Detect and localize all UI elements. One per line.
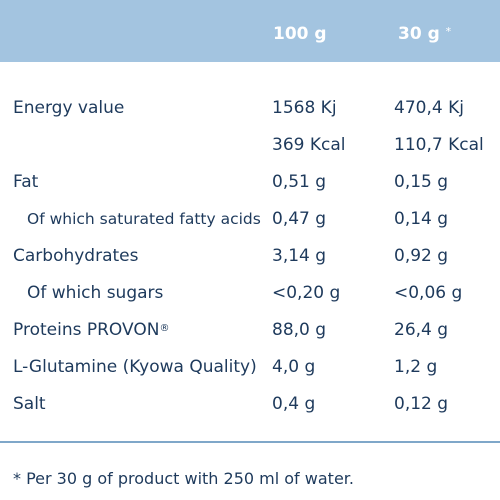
value-30g: <0,06 g — [394, 283, 463, 303]
value-30g: 110,7 Kcal — [394, 135, 484, 155]
value-100g: 3,14 g — [272, 246, 327, 266]
row-label: Salt — [13, 394, 46, 414]
table-row: Proteins PROVON® 88,0 g 26,4 g — [0, 318, 500, 342]
value-30g: 0,14 g — [394, 209, 449, 229]
value-100g: 0,47 g — [272, 209, 327, 229]
table-row: Carbohydrates 3,14 g 0,92 g — [0, 244, 500, 268]
value-30g: 1,2 g — [394, 357, 438, 377]
value-100g: 0,4 g — [272, 394, 316, 414]
value-30g: 0,15 g — [394, 172, 449, 192]
row-label: Fat — [13, 172, 39, 192]
value-30g: 0,12 g — [394, 394, 449, 414]
row-label: L-Glutamine (Kyowa Quality) — [13, 357, 257, 377]
column-header-30g: 30 g * — [398, 24, 452, 44]
table-row: Of which sugars <0,20 g <0,06 g — [0, 281, 500, 305]
value-100g: <0,20 g — [272, 283, 341, 303]
value-100g: 369 Kcal — [272, 135, 346, 155]
table-row: Fat 0,51 g 0,15 g — [0, 170, 500, 194]
table-row: Energy value 1568 Kj 470,4 Kj — [0, 96, 500, 120]
table-row: Of which saturated fatty acids 0,47 g 0,… — [0, 207, 500, 231]
table-row: L-Glutamine (Kyowa Quality) 4,0 g 1,2 g — [0, 355, 500, 379]
value-100g: 4,0 g — [272, 357, 316, 377]
column-header-100g: 100 g — [273, 24, 327, 44]
value-100g: 88,0 g — [272, 320, 327, 340]
table-divider — [0, 441, 500, 443]
row-label: Of which saturated fatty acids — [27, 210, 261, 228]
row-label: Proteins PROVON® — [13, 320, 170, 340]
registered-mark: ® — [159, 323, 170, 334]
row-label: Carbohydrates — [13, 246, 139, 266]
value-30g: 470,4 Kj — [394, 98, 464, 118]
value-30g: 0,92 g — [394, 246, 449, 266]
row-label: Energy value — [13, 98, 125, 118]
footnote-asterisk: * — [445, 25, 452, 38]
table-header: 100 g 30 g * — [0, 0, 500, 62]
value-100g: 0,51 g — [272, 172, 327, 192]
value-100g: 1568 Kj — [272, 98, 337, 118]
table-row: 369 Kcal 110,7 Kcal — [0, 133, 500, 157]
footnote: * Per 30 g of product with 250 ml of wat… — [13, 469, 354, 488]
table-row: Salt 0,4 g 0,12 g — [0, 392, 500, 416]
value-30g: 26,4 g — [394, 320, 449, 340]
row-label: Of which sugars — [27, 283, 164, 303]
